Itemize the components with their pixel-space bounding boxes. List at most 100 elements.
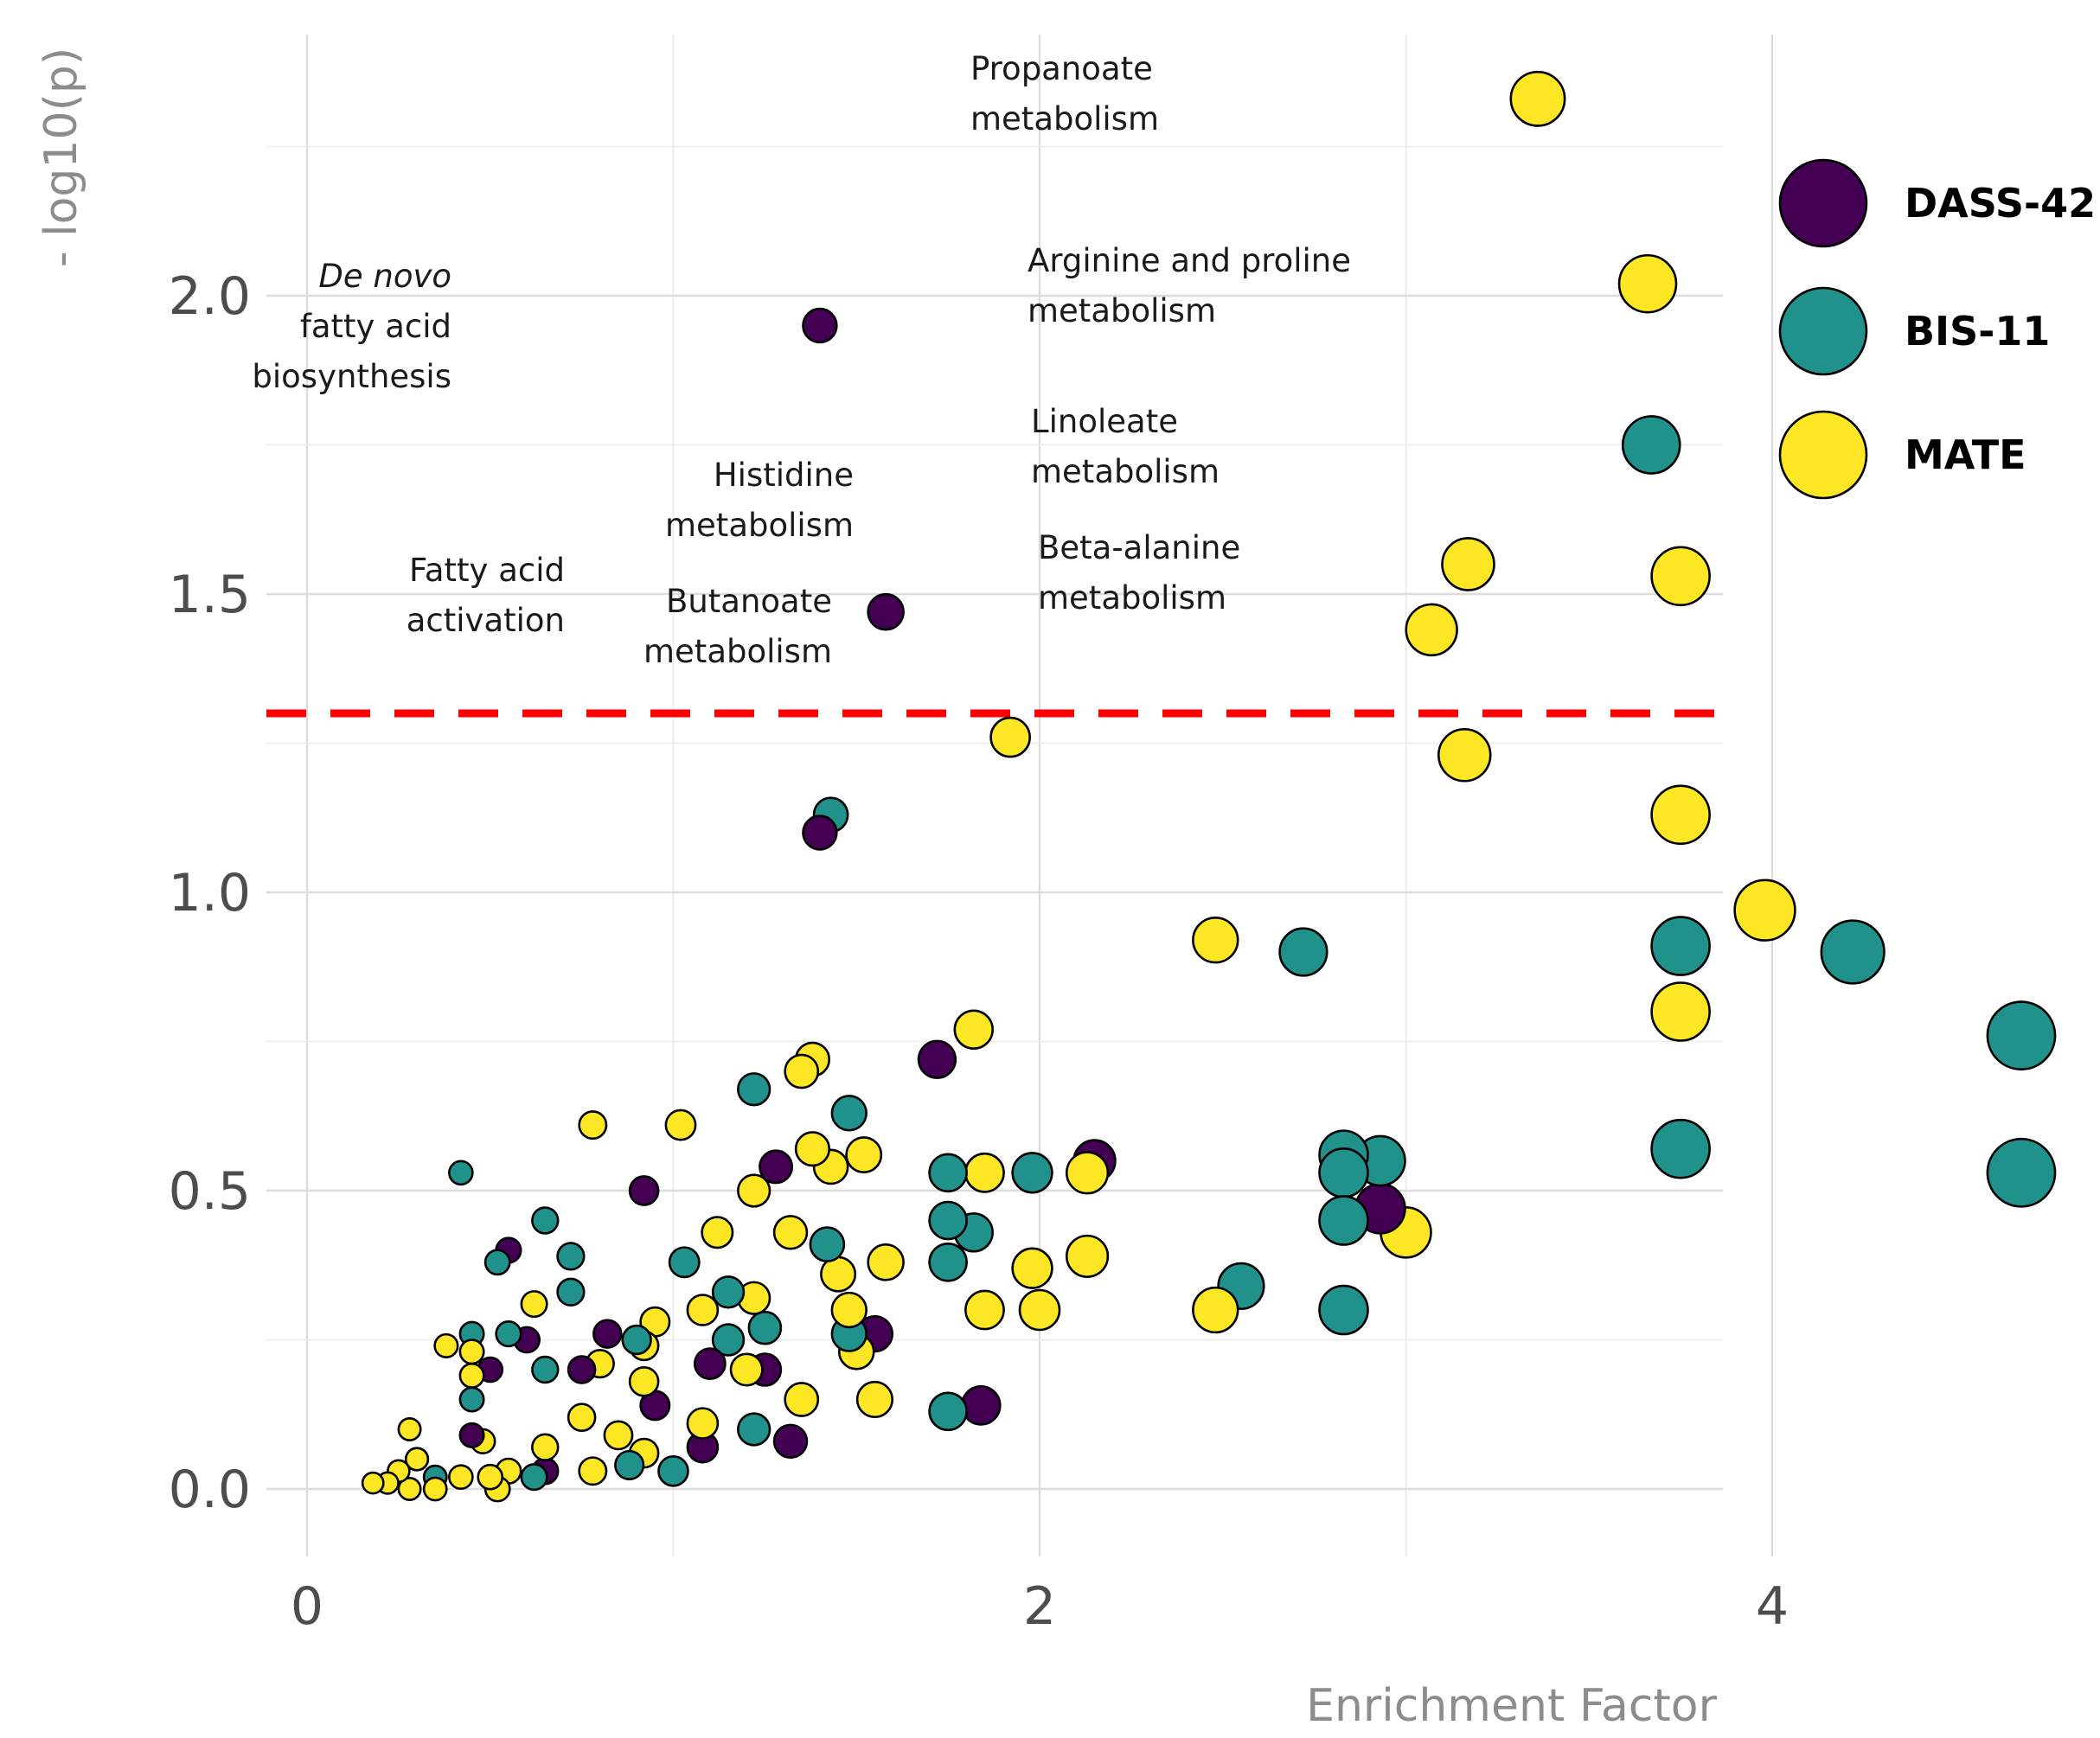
data-point-mate xyxy=(1405,603,1458,657)
data-point-mate xyxy=(567,1403,597,1432)
data-point-bis-11 xyxy=(483,1249,511,1276)
data-point-mate xyxy=(520,1290,548,1319)
legend-label-mate: MATE xyxy=(1905,431,2026,478)
annotation-line: metabolism xyxy=(665,507,854,544)
data-point-dass-42 xyxy=(917,1039,957,1079)
data-point-mate xyxy=(1650,546,1711,607)
data-point-dass-42 xyxy=(772,1423,809,1460)
data-point-bis-11 xyxy=(737,1072,771,1107)
annotation-line: metabolism xyxy=(1031,453,1220,490)
data-point-mate xyxy=(729,1352,764,1387)
data-point-mate xyxy=(1065,1234,1110,1278)
legend-item-bis-11: BIS-11 xyxy=(1778,286,2050,376)
annotation-line: Histidine xyxy=(714,457,854,494)
y-tick-label: 0.0 xyxy=(169,1460,251,1520)
data-point-mate xyxy=(422,1476,448,1502)
data-point-mate xyxy=(1018,1288,1061,1332)
x-tick-label: 4 xyxy=(1756,1576,1789,1637)
annotation-line: Linoleate xyxy=(1031,403,1178,440)
annotation-label: Butanoate metabolism xyxy=(643,583,832,670)
legend: DASS-42 BIS-11 MATE xyxy=(1778,158,2096,500)
data-point-bis-11 xyxy=(495,1319,522,1348)
data-point-dass-42 xyxy=(592,1319,623,1349)
data-point-mate xyxy=(664,1109,697,1141)
data-point-dass-42 xyxy=(802,307,838,344)
annotation-line: activation xyxy=(407,602,565,639)
data-point-bis-11 xyxy=(809,1226,846,1262)
data-point-mate xyxy=(855,1380,894,1419)
annotation-line: biosynthesis xyxy=(252,358,451,395)
legend-swatch-dass-42 xyxy=(1778,158,1868,248)
annotation-line: Fatty acid xyxy=(409,552,565,589)
y-tick-label: 1.0 xyxy=(169,863,251,923)
data-point-mate xyxy=(686,1407,720,1440)
y-tick-label: 1.5 xyxy=(169,565,251,625)
annotation-line: metabolism xyxy=(1038,579,1226,617)
data-point-bis-11 xyxy=(1318,1147,1369,1198)
data-point-bis-11 xyxy=(928,1200,968,1241)
data-point-mate xyxy=(1437,728,1492,783)
data-point-mate xyxy=(772,1215,809,1250)
data-point-mate xyxy=(794,1131,831,1167)
legend-swatch-bis-11 xyxy=(1778,286,1868,376)
data-point-mate xyxy=(686,1294,720,1326)
x-axis-title: Enrichment Factor xyxy=(1306,1680,1718,1732)
annotation-line: Beta-alanine xyxy=(1038,529,1240,566)
data-point-dass-42 xyxy=(458,1422,485,1448)
data-point-mate xyxy=(477,1463,504,1491)
data-point-bis-11 xyxy=(830,1095,868,1132)
data-points xyxy=(361,70,2057,1503)
data-point-bis-11 xyxy=(928,1391,968,1432)
data-point-bis-11 xyxy=(556,1277,586,1307)
data-point-bis-11 xyxy=(1986,1137,2057,1208)
axis-tick-labels: 02460.00.51.01.52.0 xyxy=(169,266,1789,1637)
data-point-bis-11 xyxy=(531,1355,560,1384)
data-point-dass-42 xyxy=(960,1385,1002,1426)
x-tick-label: 0 xyxy=(291,1576,323,1637)
legend-swatch-mate xyxy=(1778,410,1868,500)
annotation-label: Beta-alanine metabolism xyxy=(1038,529,1240,617)
annotation-label: Propanoate metabolism xyxy=(970,50,1159,137)
data-point-mate xyxy=(397,1417,422,1441)
data-point-mate xyxy=(1011,1247,1053,1289)
annotation-line: fatty acid xyxy=(300,308,451,345)
y-tick-label: 2.0 xyxy=(169,266,251,327)
data-point-mate xyxy=(1192,917,1239,964)
data-point-mate xyxy=(531,1433,560,1461)
data-point-dass-42 xyxy=(628,1175,660,1206)
data-point-mate xyxy=(603,1420,634,1451)
annotation-label: Arginine and proline metabolism xyxy=(1028,242,1351,329)
data-point-bis-11 xyxy=(1986,1000,2057,1070)
data-point-bis-11 xyxy=(928,1153,968,1193)
annotation-line: metabolism xyxy=(643,633,832,670)
data-point-mate xyxy=(1617,253,1678,314)
legend-label-dass-42: DASS-42 xyxy=(1905,180,2096,227)
data-point-mate xyxy=(1192,1286,1239,1334)
data-point-bis-11 xyxy=(448,1160,474,1186)
data-point-dass-42 xyxy=(567,1355,597,1384)
data-point-bis-11 xyxy=(621,1324,652,1356)
annotation-label: Fatty acid activation xyxy=(407,552,565,639)
data-point-mate xyxy=(578,1456,608,1486)
data-point-mate xyxy=(1441,537,1495,591)
data-point-dass-42 xyxy=(802,815,838,851)
legend-label-bis-11: BIS-11 xyxy=(1905,308,2050,355)
data-point-mate xyxy=(1065,1151,1110,1195)
data-point-mate xyxy=(784,1382,820,1417)
annotation-line: metabolism xyxy=(1028,292,1216,329)
data-point-bis-11 xyxy=(1650,916,1711,976)
y-axis-title: - log10(p) xyxy=(35,48,87,267)
annotation-line: metabolism xyxy=(970,100,1159,137)
data-point-bis-11 xyxy=(614,1449,645,1480)
data-point-mate xyxy=(867,1243,905,1281)
data-point-mate xyxy=(397,1477,422,1501)
data-point-mate xyxy=(404,1447,430,1472)
annotation-label: Linoleate metabolism xyxy=(1031,403,1220,490)
data-point-bis-11 xyxy=(928,1243,968,1282)
data-point-bis-11 xyxy=(520,1463,548,1492)
data-point-mate xyxy=(784,1053,820,1089)
data-point-mate xyxy=(953,1009,994,1050)
data-point-bis-11 xyxy=(711,1275,746,1309)
data-point-bis-11 xyxy=(1820,919,1886,985)
